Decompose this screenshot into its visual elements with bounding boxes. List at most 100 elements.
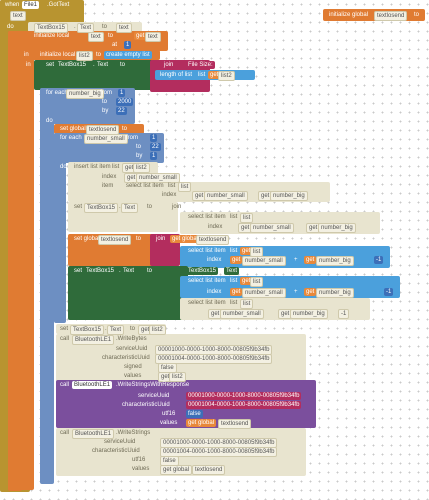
block-label: initialize global [329,12,369,18]
block-label: insert list item [74,164,111,170]
block-label: File1 [22,1,40,9]
block-label: at [112,42,118,48]
block-label: to [414,12,420,18]
block-label: get [240,277,253,285]
block [20,50,34,490]
block-label: TextBox15 [186,267,219,275]
block-label: 22 [150,143,161,151]
block-label: textlosend [98,235,132,245]
block-label: to [102,24,108,30]
block-label: set [60,326,69,332]
block-label: number_big [290,309,328,319]
block-label: values [124,373,142,379]
block-label: for each [60,135,82,141]
block-label: text [88,32,104,42]
block [40,88,54,484]
block-label: number_small [242,288,286,298]
block-label: list2 [76,51,93,61]
block-label: list [168,183,176,189]
block-label: index [102,174,117,180]
block-label: select list item [126,183,164,189]
block-label: get [134,32,147,40]
block-label: initialize local [40,52,76,58]
block-label: Text [107,325,125,335]
block-label: to [122,126,128,132]
block-label: serviceUuid [116,346,148,352]
block-label: TextBox15 [34,23,69,33]
block-label: get [208,71,221,79]
block-label: characteristicUuid [92,448,140,454]
block-label: select list item [188,278,226,284]
block-label: number_big [66,89,104,99]
block-label: do [60,164,67,170]
block-label: get global [160,465,193,475]
block-label: TextBox15 [70,325,105,335]
block-label: characteristicUuid [122,402,170,408]
block-label: number_small [136,173,180,183]
block-label: get global [170,235,201,243]
block-label: set [74,268,83,274]
block-label: false [186,410,203,418]
block-label: to [120,62,126,68]
block-label: list [178,182,192,192]
block-label: list2 [133,163,150,173]
block-label: 1 [150,152,158,160]
block-label: index [208,224,223,230]
block-label: -1 [384,288,394,296]
block-label: serviceUuid [138,393,170,399]
block-label: utf16 [162,411,176,417]
block-label: to [147,204,153,210]
block-label: when [5,2,20,8]
block-label: TextBox15 [56,61,89,69]
block-label: + [292,256,300,264]
block-label: to [102,99,108,105]
block-label: join [172,204,182,210]
block-label: length of list [160,72,193,78]
block-label: item [102,183,114,189]
block [155,70,255,80]
block-label: to [108,33,114,39]
block-label: text [145,32,161,42]
block-label: BluetoothLE1 [72,381,113,389]
block-label: . [74,24,76,30]
block-label: TextBox15 [84,203,119,213]
block-label: do [7,24,14,30]
block-label: list [230,214,238,220]
block-label: values [160,420,178,426]
block-label: 00001000-0000-1000-8000-00805f9b34fb [186,392,302,400]
block-label: list [198,72,206,78]
block-label: 1 [150,134,158,142]
block-label: textlosend [374,11,408,21]
block [8,31,22,491]
block-label: -1 [374,256,384,264]
block-label: index [162,192,177,198]
block-label: list2 [149,325,166,335]
block-label: 00001004-0000-1000-8000-00805f9b34fb [155,354,273,364]
block-label: . [222,268,224,274]
block-label: call [60,336,70,342]
block-label: index [207,257,222,263]
block-label: get global [186,419,217,427]
block-label: .GotText [47,2,70,8]
block-label: number_small [204,191,248,201]
block-label: . [105,326,107,332]
block-label: number_small [84,134,128,144]
block-label: 2000 [116,98,134,106]
block-label: set [74,204,83,210]
block-label: utf16 [132,457,146,463]
block-label: .WriteStringsWithResponse [116,382,190,388]
block-label: BluetoothLE1 [72,335,115,345]
block [68,266,188,320]
block-label: -1 [338,309,350,319]
block-label: 22 [116,107,127,115]
block-label: list [240,213,254,223]
block-label: Text [121,267,137,275]
block-label: by [136,153,143,159]
block-label: text [10,11,26,21]
block-label: list [230,278,238,284]
block-label: get [304,256,317,264]
block-label: to [130,326,136,332]
block-label: number_big [316,288,354,298]
block-label: .WriteBytes [116,336,147,342]
